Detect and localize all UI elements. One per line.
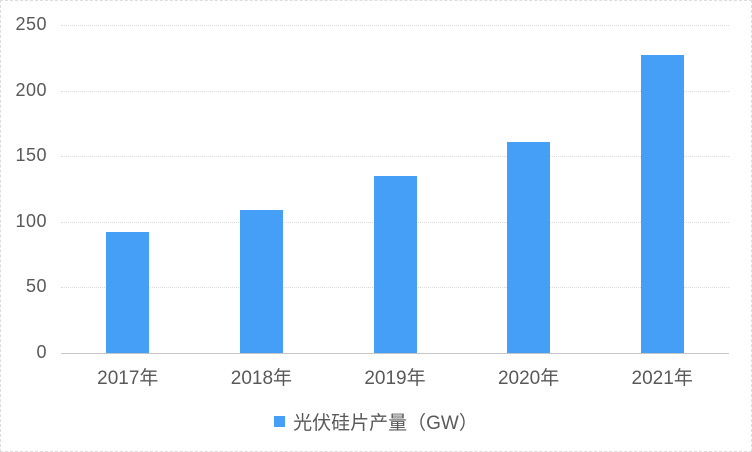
y-axis-tick-label: 250 xyxy=(15,14,47,35)
bar-2019年 xyxy=(373,175,417,353)
gridline xyxy=(61,90,729,92)
square-swatch-icon xyxy=(274,416,286,427)
y-axis-tick-label: 50 xyxy=(25,276,47,297)
y-axis-tick-label: 150 xyxy=(15,145,47,166)
x-axis-tick-label: 2021年 xyxy=(631,368,693,389)
x-axis-tick-label: 2017年 xyxy=(97,368,159,389)
bar-2017年 xyxy=(106,232,150,353)
x-axis-tick-label: 2018年 xyxy=(230,368,293,389)
gridline xyxy=(61,156,729,158)
bar-2021年 xyxy=(640,55,684,353)
y-axis-tick-label: 200 xyxy=(15,79,47,100)
y-axis-tick-label: 100 xyxy=(15,210,47,231)
legend-label: 光伏硅片产量（GW） xyxy=(293,413,478,434)
bar-2020年 xyxy=(507,141,551,353)
gridline xyxy=(61,25,729,26)
bar-2018年 xyxy=(239,210,283,353)
x-axis-tick-label: 2019年 xyxy=(364,368,426,389)
plot-area xyxy=(61,25,729,354)
x-axis-tick-label: 2020年 xyxy=(497,368,560,389)
y-axis-tick-label: 0 xyxy=(36,342,47,363)
legend: 光伏硅片产量（GW） xyxy=(1,408,751,435)
x-axis-line xyxy=(61,353,729,354)
